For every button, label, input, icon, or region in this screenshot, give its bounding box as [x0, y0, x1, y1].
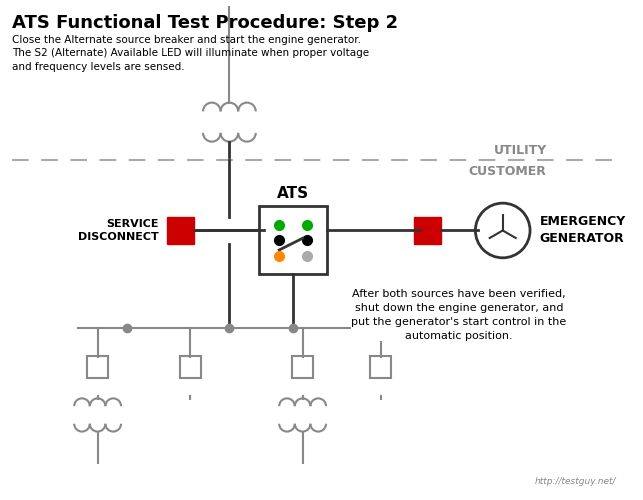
Text: http://testguy.net/: http://testguy.net/: [534, 477, 616, 486]
Text: Close the Alternate source breaker and start the engine generator.
The S2 (Alter: Close the Alternate source breaker and s…: [12, 35, 369, 72]
Bar: [292, 356, 313, 378]
Text: CUSTOMER: CUSTOMER: [469, 166, 547, 178]
Bar: [167, 217, 194, 244]
Text: After both sources have been verified,
shut down the engine generator, and
put t: After both sources have been verified, s…: [351, 289, 566, 341]
Text: SERVICE
DISCONNECT: SERVICE DISCONNECT: [78, 219, 159, 242]
Text: ATS: ATS: [276, 186, 309, 201]
Text: UTILITY: UTILITY: [493, 144, 547, 157]
Text: ATS Functional Test Procedure: Step 2: ATS Functional Test Procedure: Step 2: [12, 14, 398, 32]
Bar: [414, 217, 441, 244]
Bar: [179, 356, 201, 378]
Bar: [370, 356, 392, 378]
Bar: [258, 206, 327, 274]
Text: EMERGENCY
GENERATOR: EMERGENCY GENERATOR: [540, 216, 626, 246]
Bar: [87, 356, 109, 378]
